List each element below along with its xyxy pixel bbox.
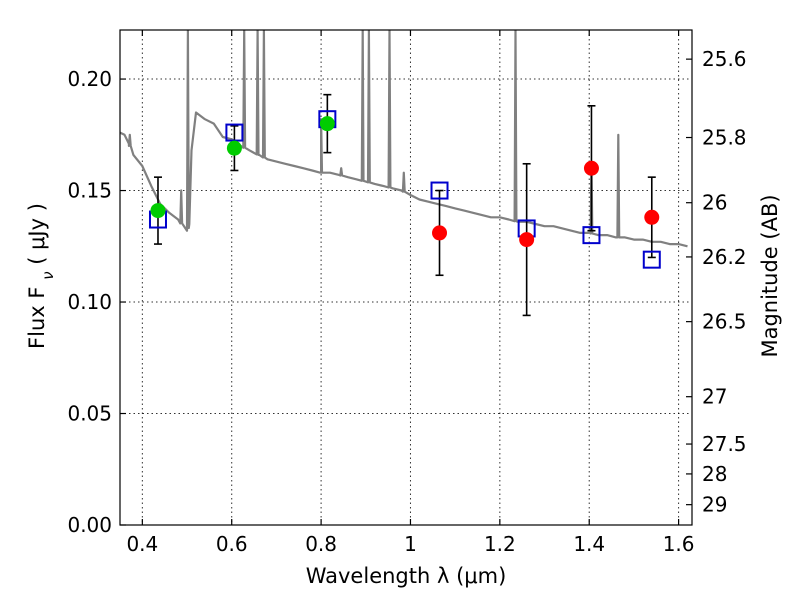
model-spectrum-line	[120, 30, 688, 248]
model-flux-box	[430, 181, 449, 200]
x-tick-label: 1.4	[573, 532, 605, 556]
y-tick-label: 0.20	[67, 67, 112, 91]
nir-flux-point	[644, 209, 660, 225]
y-axis-label-text: Flux F	[25, 287, 49, 349]
right-tick-label: 26.5	[702, 310, 747, 334]
y-axis-label-unit: ( μJy )	[25, 203, 49, 271]
y-axis-ticks: 0.00 0.05 0.10 0.15 0.20	[67, 67, 126, 537]
y-tick-label: 0.05	[67, 402, 112, 426]
x-tick-label: 1	[404, 532, 417, 556]
right-tick-label: 25.8	[702, 126, 747, 150]
nir-flux-point	[519, 232, 535, 248]
right-tick-label: 27	[702, 385, 727, 409]
right-tick-label: 26.2	[702, 245, 747, 269]
y-axis-label-subscript: ν	[39, 271, 57, 279]
optical-flux-point	[319, 116, 335, 132]
optical-flux-point	[150, 203, 166, 219]
right-tick-label: 27.5	[702, 432, 747, 456]
model-spectrum	[120, 30, 688, 248]
error-bars	[153, 93, 656, 317]
right-tick-label: 29	[702, 493, 727, 517]
plot-frame	[119, 29, 693, 526]
y-tick-label: 0.10	[67, 290, 112, 314]
model-flux-box	[225, 123, 244, 142]
model-flux-box	[642, 250, 661, 269]
y-axis-label: Flux F ν ( μJy )	[25, 203, 57, 349]
x-axis-ticks: 0.4 0.6 0.8 1 1.2 1.4 1.6	[126, 30, 695, 556]
right-tick-label: 25.6	[702, 47, 747, 71]
optical-flux-point	[226, 140, 242, 156]
plot-area	[120, 30, 688, 317]
x-axis-label: Wavelength λ (μm)	[306, 564, 507, 588]
data-markers	[148, 110, 661, 269]
y-tick-label: 0.00	[67, 513, 112, 537]
grid	[120, 30, 692, 526]
nir-flux-point	[432, 225, 448, 241]
x-tick-label: 1.2	[484, 532, 516, 556]
nir-flux-point	[583, 160, 599, 176]
x-tick-label: 1.6	[663, 532, 695, 556]
right-tick-label: 26	[702, 191, 727, 215]
x-tick-label: 0.6	[216, 532, 248, 556]
x-tick-label: 0.4	[126, 532, 158, 556]
x-tick-label: 0.8	[305, 532, 337, 556]
right-axis-label: Magnitude (AB)	[758, 194, 782, 357]
right-axis-ticks: 25.6 25.8 26 26.2 26.5 27 27.5 28 29	[686, 47, 747, 517]
model-flux-box	[582, 226, 601, 245]
right-tick-label: 28	[702, 462, 727, 486]
y-tick-label: 0.15	[67, 179, 112, 203]
